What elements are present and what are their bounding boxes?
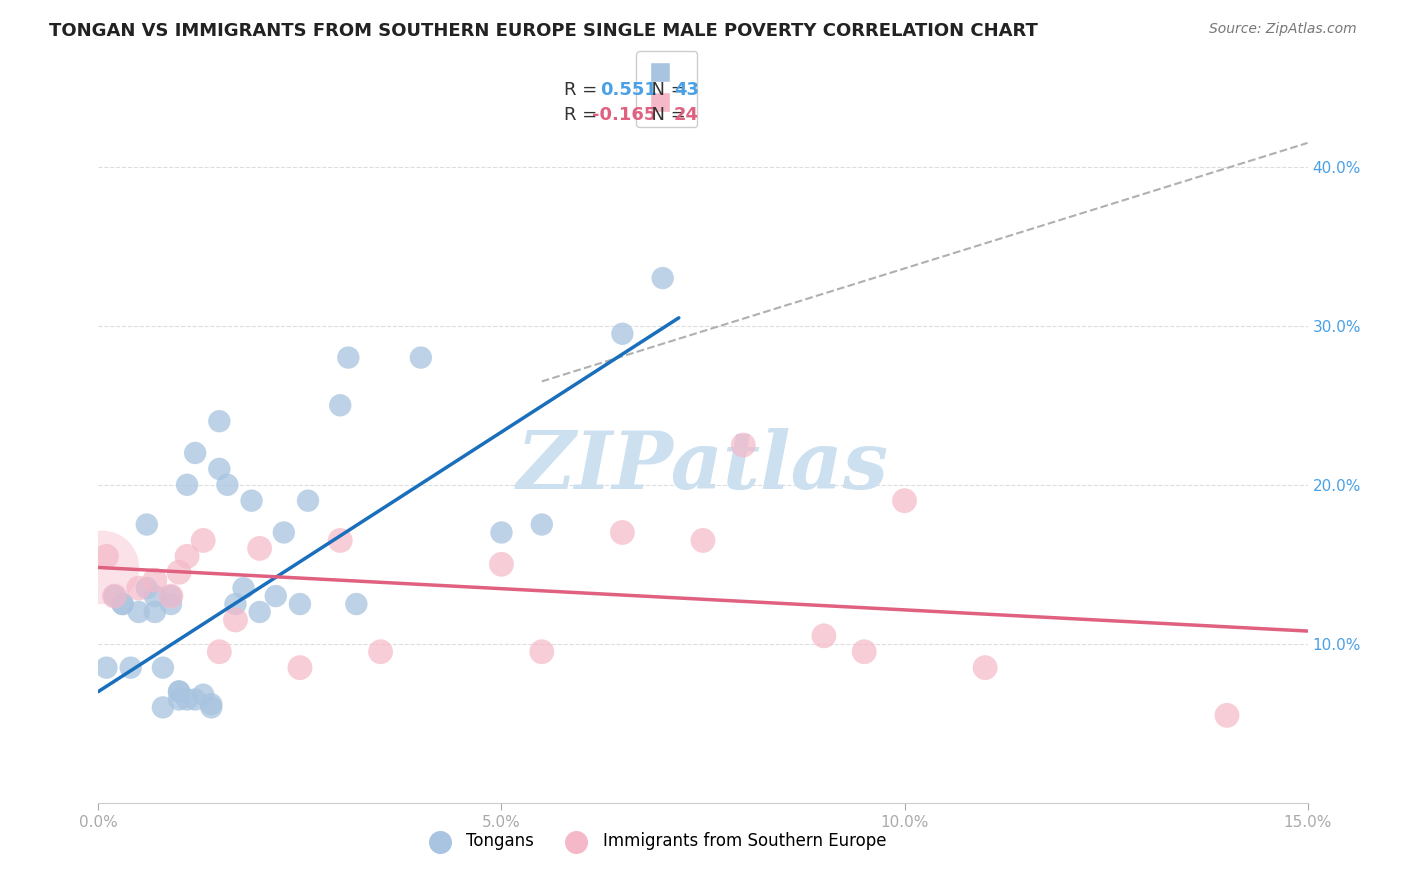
Point	[208, 414, 231, 428]
Point	[160, 589, 183, 603]
Point	[143, 589, 166, 603]
Point	[612, 326, 634, 341]
Point	[1216, 708, 1239, 723]
Point	[217, 477, 239, 491]
Point	[176, 692, 198, 706]
Text: -0.165: -0.165	[592, 106, 657, 124]
Point	[152, 700, 174, 714]
Text: N =: N =	[640, 80, 692, 99]
Point	[337, 351, 360, 365]
Point	[370, 645, 392, 659]
Point	[893, 493, 915, 508]
Point	[135, 581, 157, 595]
Point	[193, 533, 215, 548]
Point	[249, 541, 271, 556]
Point	[530, 517, 553, 532]
Point	[491, 558, 513, 572]
Point	[200, 700, 222, 714]
Point	[96, 660, 118, 674]
Point	[491, 525, 513, 540]
Text: Source: ZipAtlas.com: Source: ZipAtlas.com	[1209, 22, 1357, 37]
Text: TONGAN VS IMMIGRANTS FROM SOUTHERN EUROPE SINGLE MALE POVERTY CORRELATION CHART: TONGAN VS IMMIGRANTS FROM SOUTHERN EUROP…	[49, 22, 1038, 40]
Legend: Tongans, Immigrants from Southern Europe: Tongans, Immigrants from Southern Europe	[416, 825, 893, 856]
Point	[329, 398, 352, 412]
Point	[176, 477, 198, 491]
Point	[288, 660, 311, 674]
Point	[111, 597, 134, 611]
Point	[224, 613, 246, 627]
Point	[160, 589, 183, 603]
Point	[160, 597, 183, 611]
Point	[208, 462, 231, 476]
Point	[143, 605, 166, 619]
Point	[249, 605, 271, 619]
Point	[91, 560, 114, 574]
Point	[167, 692, 190, 706]
Point	[184, 692, 207, 706]
Point	[208, 645, 231, 659]
Point	[297, 493, 319, 508]
Point	[224, 597, 246, 611]
Point	[167, 566, 190, 580]
Point	[193, 688, 215, 702]
Point	[176, 549, 198, 564]
Point	[409, 351, 432, 365]
Text: R =: R =	[564, 106, 603, 124]
Point	[167, 684, 190, 698]
Point	[813, 629, 835, 643]
Point	[651, 271, 673, 285]
Point	[128, 605, 150, 619]
Point	[240, 493, 263, 508]
Text: 0.551: 0.551	[600, 80, 657, 99]
Text: 24: 24	[673, 106, 699, 124]
Point	[264, 589, 287, 603]
Point	[733, 438, 755, 452]
Point	[530, 645, 553, 659]
Point	[120, 660, 142, 674]
Point	[103, 589, 125, 603]
Point	[184, 446, 207, 460]
Text: N =: N =	[640, 106, 692, 124]
Point	[135, 517, 157, 532]
Point	[612, 525, 634, 540]
Point	[128, 581, 150, 595]
Text: R =: R =	[564, 80, 609, 99]
Point	[111, 597, 134, 611]
Point	[273, 525, 295, 540]
Point	[329, 533, 352, 548]
Point	[232, 581, 254, 595]
Point	[974, 660, 997, 674]
Point	[692, 533, 714, 548]
Point	[103, 589, 125, 603]
Point	[853, 645, 876, 659]
Point	[344, 597, 367, 611]
Point	[96, 549, 118, 564]
Point	[288, 597, 311, 611]
Text: ZIPatlas: ZIPatlas	[517, 427, 889, 505]
Point	[143, 573, 166, 587]
Point	[167, 684, 190, 698]
Text: 43: 43	[673, 80, 699, 99]
Point	[152, 660, 174, 674]
Point	[200, 697, 222, 711]
